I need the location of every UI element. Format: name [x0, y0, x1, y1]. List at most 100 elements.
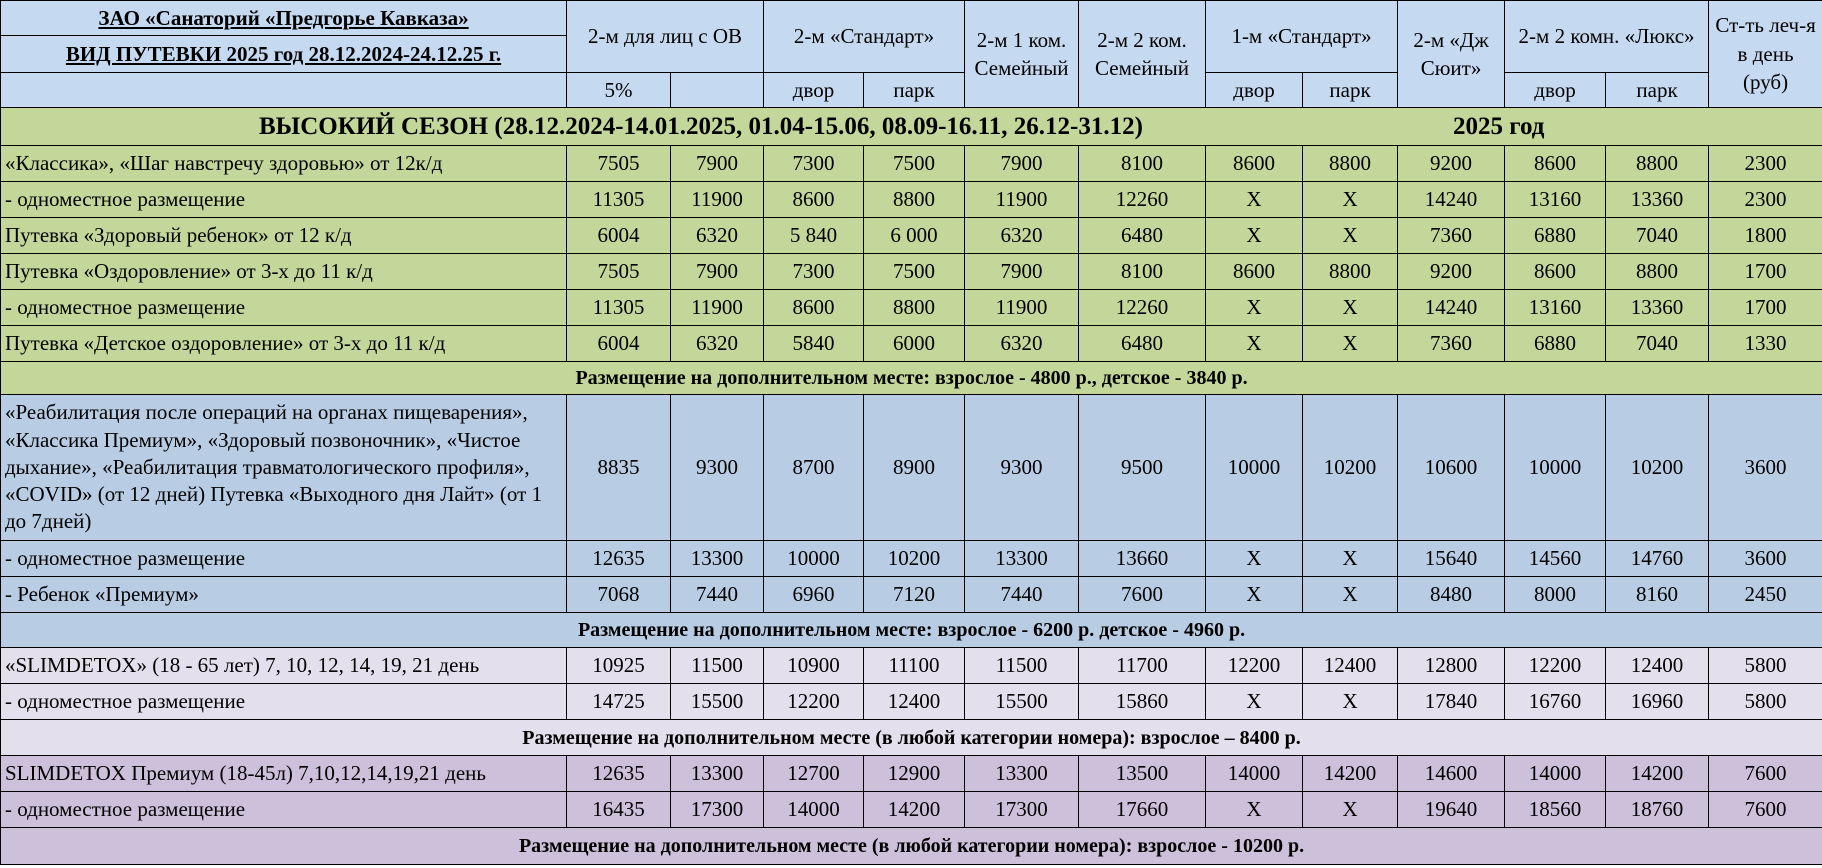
- price-cell: 14200: [1302, 755, 1399, 792]
- price-cell: 12400: [862, 683, 966, 720]
- price-cell: 8600: [1205, 253, 1304, 290]
- price-cell: 14240: [1397, 181, 1506, 218]
- price-cell: 7300: [763, 145, 864, 182]
- price-cell: 11900: [670, 181, 764, 218]
- price-cell: 7360: [1397, 325, 1506, 362]
- price-cell: 17660: [1078, 791, 1207, 828]
- row-label: - одноместное размещение: [0, 791, 567, 828]
- table-row: Путевка «Здоровый ребенок» от 12 к/д 6004…: [0, 217, 1822, 254]
- price-cell: 8800: [1605, 253, 1710, 290]
- price-cell: 13360: [1605, 289, 1710, 326]
- price-cell: 7600: [1708, 755, 1822, 792]
- price-cell: 10925: [566, 647, 671, 684]
- price-cell: 8160: [1605, 576, 1710, 613]
- table-row: «Классика», «Шаг навстречу здоровью» от …: [0, 145, 1822, 182]
- price-cell: 3600: [1708, 394, 1822, 541]
- price-cell: 7505: [566, 253, 671, 290]
- price-cell: 2300: [1708, 181, 1822, 218]
- price-cell: X: [1205, 540, 1304, 577]
- price-cell: 14000: [1205, 755, 1304, 792]
- price-cell: 11900: [964, 289, 1080, 326]
- price-cell: X: [1205, 791, 1304, 828]
- price-cell: 12260: [1078, 289, 1207, 326]
- price-cell: 8000: [1504, 576, 1607, 613]
- price-cell: 7600: [1078, 576, 1207, 613]
- price-cell: 14200: [862, 791, 966, 828]
- price-cell: 14760: [1605, 540, 1710, 577]
- price-cell: 6480: [1078, 217, 1207, 254]
- price-cell: 17300: [670, 791, 764, 828]
- price-cell: 1700: [1708, 289, 1822, 326]
- price-cell: 13160: [1504, 181, 1607, 218]
- season-row: ВЫСОКИЙ СЕЗОН (28.12.2024-14.01.2025, 01…: [0, 107, 1822, 146]
- price-cell: 8600: [1504, 145, 1607, 182]
- season-title: ВЫСОКИЙ СЕЗОН (28.12.2024-14.01.2025, 01…: [259, 113, 1143, 140]
- col-lux: 2-м 2 комн. «Люкс»: [1504, 0, 1710, 73]
- table-row: - одноместное размещение 12635 13300 10000 1…: [0, 540, 1822, 577]
- price-cell: 13500: [1078, 755, 1207, 792]
- price-cell: 14725: [566, 683, 671, 720]
- price-cell: X: [1302, 576, 1399, 613]
- sub-ov-base: [670, 72, 764, 108]
- price-cell: 12200: [1504, 647, 1607, 684]
- price-cell: 13300: [964, 540, 1080, 577]
- price-cell: X: [1302, 683, 1399, 720]
- price-cell: 7040: [1605, 325, 1710, 362]
- table-row: - одноместное размещение 11305 11900 8600 88…: [0, 181, 1822, 218]
- price-cell: 9300: [964, 394, 1080, 541]
- price-cell: 7900: [670, 253, 764, 290]
- price-cell: 8835: [566, 394, 671, 541]
- sub-lux-park: парк: [1605, 72, 1710, 108]
- price-cell: 7120: [862, 576, 966, 613]
- price-cell: 6004: [566, 325, 671, 362]
- price-cell: 8480: [1397, 576, 1506, 613]
- price-cell: 15640: [1397, 540, 1506, 577]
- price-cell: 14560: [1504, 540, 1607, 577]
- price-cell: X: [1302, 217, 1399, 254]
- sub-standard1-yard: двор: [1205, 72, 1304, 108]
- price-cell: 8600: [1504, 253, 1607, 290]
- price-cell: 16435: [566, 791, 671, 828]
- extra-bed-note-row: Размещение на дополнительном месте: взро…: [0, 361, 1822, 395]
- row-label: Путевка «Оздоровление» от 3-х до 11 к/д: [0, 253, 567, 290]
- price-cell: 7068: [566, 576, 671, 613]
- price-cell: 6320: [670, 325, 764, 362]
- price-cell: 14000: [763, 791, 864, 828]
- price-cell: 12800: [1397, 647, 1506, 684]
- extra-bed-note-row: Размещение на дополнительном месте: взро…: [0, 612, 1822, 648]
- price-cell: 7440: [670, 576, 764, 613]
- price-cell: 11900: [964, 181, 1080, 218]
- row-label: «SLIMDETOX» (18 - 65 лет) 7, 10, 12, 14,…: [0, 647, 567, 684]
- price-cell: 8800: [1302, 253, 1399, 290]
- price-cell: X: [1205, 576, 1304, 613]
- row-label: «Классика», «Шаг навстречу здоровью» от …: [0, 145, 567, 182]
- price-cell: 7900: [964, 253, 1080, 290]
- price-cell: 7040: [1605, 217, 1710, 254]
- price-cell: 6880: [1504, 325, 1607, 362]
- price-cell: 7900: [670, 145, 764, 182]
- price-cell: 2300: [1708, 145, 1822, 182]
- price-cell: 10900: [763, 647, 864, 684]
- price-cell: 6960: [763, 576, 864, 613]
- price-cell: 1700: [1708, 253, 1822, 290]
- price-cell: 9200: [1397, 145, 1506, 182]
- price-cell: 3600: [1708, 540, 1822, 577]
- price-cell: 8800: [862, 181, 966, 218]
- price-cell: 5800: [1708, 647, 1822, 684]
- price-cell: 9500: [1078, 394, 1207, 541]
- voucher-type-title: ВИД ПУТЕВКИ 2025 год 28.12.2024-24.12.25…: [0, 35, 567, 73]
- sub-standard2-yard: двор: [763, 72, 864, 108]
- price-cell: 12700: [763, 755, 864, 792]
- row-label: - Ребенок «Премиум»: [0, 576, 567, 613]
- price-cell: 1800: [1708, 217, 1822, 254]
- price-cell: X: [1205, 181, 1304, 218]
- price-cell: 5840: [763, 325, 864, 362]
- row-label: - одноместное размещение: [0, 683, 567, 720]
- price-cell: 6320: [670, 217, 764, 254]
- price-cell: 14200: [1605, 755, 1710, 792]
- table-row: - одноместное размещение 14725 15500 12200 1…: [0, 683, 1822, 720]
- price-cell: 15860: [1078, 683, 1207, 720]
- price-cell: 8800: [1302, 145, 1399, 182]
- price-cell: 10200: [1302, 394, 1399, 541]
